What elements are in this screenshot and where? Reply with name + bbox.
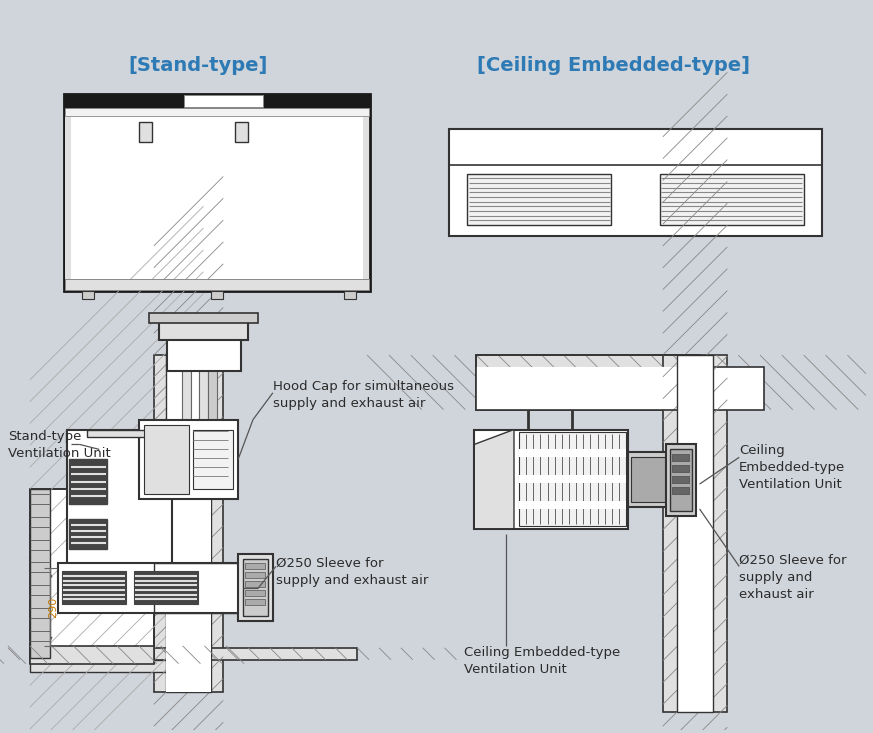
Bar	[65, 94, 370, 290]
Text: Ø250 Sleeve for
supply and exhaust air: Ø250 Sleeve for supply and exhaust air	[276, 556, 429, 586]
Bar	[663, 355, 727, 712]
Text: Ø250 Sleeve for
supply and
exhaust air: Ø250 Sleeve for supply and exhaust air	[739, 553, 847, 600]
Text: Ceiling
Embedded-type
Ventilation Unit: Ceiling Embedded-type Ventilation Unit	[739, 444, 845, 491]
Bar	[477, 355, 699, 410]
Bar	[199, 340, 209, 435]
Bar	[666, 444, 696, 516]
Bar	[245, 572, 265, 578]
Bar	[477, 355, 699, 410]
Bar	[211, 290, 223, 298]
Bar	[677, 449, 713, 514]
Bar	[61, 572, 126, 604]
Bar	[194, 430, 233, 489]
Bar	[631, 457, 665, 502]
Bar	[477, 367, 699, 410]
Bar	[519, 432, 626, 526]
Bar	[243, 559, 268, 616]
Bar	[671, 487, 689, 494]
Bar	[30, 489, 154, 663]
Bar	[30, 489, 154, 663]
Bar	[519, 449, 626, 457]
Bar	[65, 279, 369, 290]
Text: 290: 290	[49, 597, 58, 618]
Bar	[670, 449, 691, 511]
Bar	[139, 419, 238, 499]
Bar	[677, 355, 713, 712]
Bar	[58, 564, 241, 613]
Bar	[628, 452, 668, 507]
Bar	[166, 355, 211, 693]
Bar	[519, 475, 626, 483]
Bar	[87, 430, 152, 438]
Bar	[209, 340, 217, 435]
Text: Ceiling Embedded-type
Ventilation Unit: Ceiling Embedded-type Ventilation Unit	[464, 646, 621, 676]
Bar	[450, 129, 821, 236]
Bar	[65, 94, 370, 108]
Bar	[30, 660, 194, 671]
Text: Hood Cap for simultaneous
supply and exhaust air: Hood Cap for simultaneous supply and exh…	[273, 380, 454, 410]
Bar	[245, 581, 265, 587]
Bar	[245, 590, 265, 596]
Bar	[467, 174, 611, 225]
Bar	[235, 122, 248, 141]
Bar	[144, 424, 189, 494]
Bar	[65, 108, 369, 116]
Bar	[70, 519, 107, 548]
Bar	[154, 355, 223, 693]
Bar	[166, 435, 211, 693]
Bar	[70, 460, 107, 504]
Bar	[148, 314, 258, 323]
Bar	[139, 122, 152, 141]
Text: [Ceiling Embedded-type]: [Ceiling Embedded-type]	[477, 56, 750, 75]
Bar	[190, 340, 199, 435]
Text: Stand-type
Ventilation Unit: Stand-type Ventilation Unit	[8, 430, 111, 460]
Bar	[109, 435, 169, 603]
Bar	[671, 465, 689, 472]
Bar	[238, 553, 273, 621]
Bar	[519, 501, 626, 509]
Bar	[30, 648, 357, 660]
Bar	[183, 95, 263, 107]
Bar	[154, 564, 243, 613]
Polygon shape	[474, 430, 514, 528]
Bar	[167, 336, 241, 371]
Bar	[474, 430, 628, 528]
Bar	[154, 573, 243, 603]
Bar	[30, 646, 154, 663]
Bar	[344, 290, 356, 298]
Bar	[699, 367, 764, 410]
Bar	[65, 108, 72, 279]
Bar	[671, 476, 689, 483]
Bar	[30, 489, 50, 658]
Bar	[82, 290, 94, 298]
Bar	[245, 599, 265, 605]
Bar	[67, 430, 172, 608]
Bar	[182, 340, 190, 435]
Bar	[363, 108, 369, 279]
Bar	[671, 454, 689, 461]
Bar	[159, 320, 248, 340]
Bar	[134, 572, 198, 604]
Bar	[660, 174, 804, 225]
Bar	[245, 564, 265, 570]
Text: [Stand-type]: [Stand-type]	[128, 56, 268, 75]
